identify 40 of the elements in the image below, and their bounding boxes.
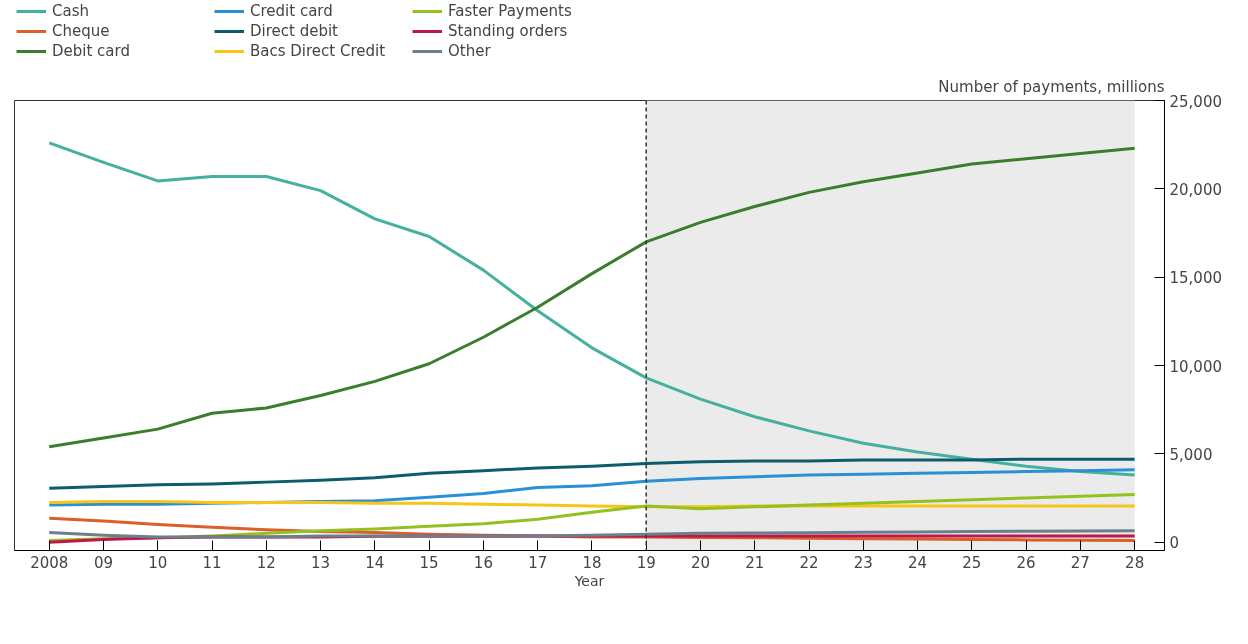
y-tick-label: 10,000	[1169, 357, 1222, 376]
legend-label: Faster Payments	[448, 2, 573, 20]
y-tick-label: 0	[1169, 534, 1180, 553]
x-tick-label: 26	[1016, 553, 1036, 572]
legend-label: Credit card	[250, 2, 334, 20]
x-tick-label: 27	[1070, 553, 1090, 572]
legend-label: Cash	[52, 2, 90, 20]
legend-label: Direct debit	[250, 22, 339, 40]
line-series	[47, 529, 1137, 539]
x-tick-label: 24	[908, 553, 928, 572]
legend-label: Cheque	[52, 22, 111, 40]
y-tick-label: 20,000	[1169, 180, 1222, 199]
x-tick-label: 14	[365, 553, 385, 572]
legend-label: Standing orders	[448, 22, 569, 40]
x-tick-label: 18	[582, 553, 602, 572]
x-tick-label: 2008	[30, 553, 69, 572]
x-tick-label: 10	[148, 553, 168, 572]
x-tick-label: 12	[256, 553, 276, 572]
legend-label: Debit card	[52, 42, 131, 60]
x-tick-label: 09	[93, 553, 114, 572]
line-series	[47, 457, 1137, 490]
y-tick-label: 15,000	[1169, 269, 1222, 288]
legend-label: Bacs Direct Credit	[250, 42, 387, 60]
y-tick-label: 5,000	[1169, 445, 1213, 464]
x-tick-label: 13	[311, 553, 331, 572]
x-tick-label: 21	[745, 553, 765, 572]
legend-label: Other	[448, 42, 492, 60]
x-tick-label: 25	[962, 553, 982, 572]
x-tick-label: 11	[202, 553, 222, 572]
x-axis-title: Year	[573, 572, 605, 589]
x-tick-label: 22	[799, 553, 819, 572]
y-tick-label: 25,000	[1169, 92, 1222, 111]
x-tick-label: 28	[1125, 553, 1145, 572]
x-tick-label: 19	[636, 553, 656, 572]
x-tick-label: 20	[690, 553, 711, 572]
x-tick-label: 17	[528, 553, 548, 572]
x-tick-label: 23	[853, 553, 873, 572]
x-tick-label: 15	[419, 553, 439, 572]
y-axis-title: Number of payments, millions	[938, 77, 1165, 96]
x-tick-label: 16	[473, 553, 493, 572]
